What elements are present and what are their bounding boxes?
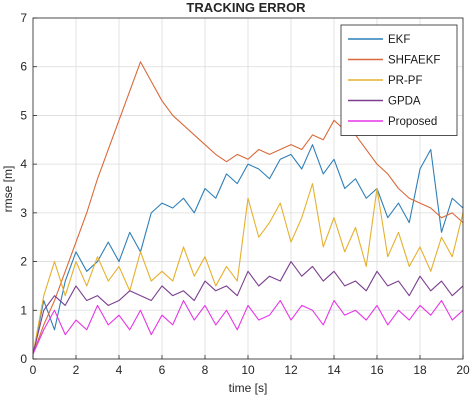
x-tick-label: 6 — [159, 363, 166, 377]
series-line-pr-pf — [32, 183, 464, 355]
y-tick-label: 7 — [20, 11, 27, 25]
y-tick-label: 1 — [20, 303, 27, 317]
x-tick-label: 16 — [370, 363, 384, 377]
series-line-shfaekf — [32, 61, 464, 355]
series-line-ekf — [32, 144, 464, 355]
series-line-gpda — [32, 261, 464, 355]
x-axis-label: time [s] — [229, 381, 268, 395]
y-tick-label: 0 — [20, 352, 27, 366]
x-tick-label: 2 — [73, 363, 80, 377]
legend-label: Proposed — [388, 116, 437, 128]
y-tick-label: 3 — [20, 206, 27, 220]
legend-label: PR-PF — [388, 75, 423, 87]
x-tick-label: 4 — [116, 363, 123, 377]
x-tick-label: 10 — [241, 363, 255, 377]
legend-label: SHFAEKF — [388, 55, 440, 67]
series-line-proposed — [32, 299, 464, 355]
series-layer — [32, 61, 464, 355]
x-tick-label: 18 — [413, 363, 427, 377]
x-tick-label: 20 — [456, 363, 470, 377]
y-tick-label: 6 — [20, 60, 27, 74]
y-tick-label: 5 — [20, 108, 27, 122]
legend: EKF SHFAEKF PR-PF GPDA Proposed — [340, 24, 458, 136]
y-tick-label: 4 — [20, 157, 27, 171]
x-tick-label: 12 — [284, 363, 298, 377]
x-tick-label: 8 — [202, 363, 209, 377]
legend-label: EKF — [388, 34, 410, 46]
legend-label: GPDA — [388, 96, 421, 108]
x-tick-label: 14 — [327, 363, 341, 377]
chart-title: TRACKING ERROR — [186, 0, 306, 15]
x-tick-label: 0 — [30, 363, 37, 377]
y-tick-label: 2 — [20, 255, 27, 269]
y-axis-label: rmse [m] — [1, 166, 15, 213]
